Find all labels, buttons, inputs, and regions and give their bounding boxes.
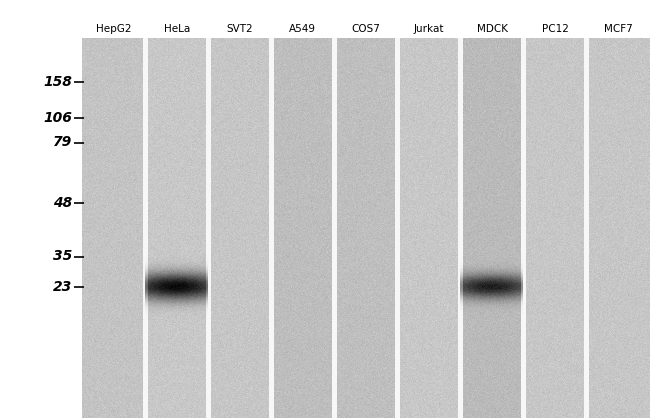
Text: HeLa: HeLa: [164, 24, 190, 34]
Text: SVT2: SVT2: [226, 24, 253, 34]
Text: PC12: PC12: [542, 24, 569, 34]
Text: 106: 106: [43, 111, 72, 125]
Text: COS7: COS7: [352, 24, 380, 34]
Text: 79: 79: [53, 135, 72, 150]
Text: MCF7: MCF7: [604, 24, 633, 34]
Text: 48: 48: [53, 196, 72, 210]
Text: 35: 35: [53, 250, 72, 263]
Text: 23: 23: [53, 280, 72, 294]
Text: MDCK: MDCK: [476, 24, 508, 34]
Text: Jurkat: Jurkat: [414, 24, 445, 34]
Text: A549: A549: [289, 24, 317, 34]
Bar: [0, 0, 82, 418]
Text: HepG2: HepG2: [96, 24, 131, 34]
Text: 158: 158: [43, 75, 72, 89]
